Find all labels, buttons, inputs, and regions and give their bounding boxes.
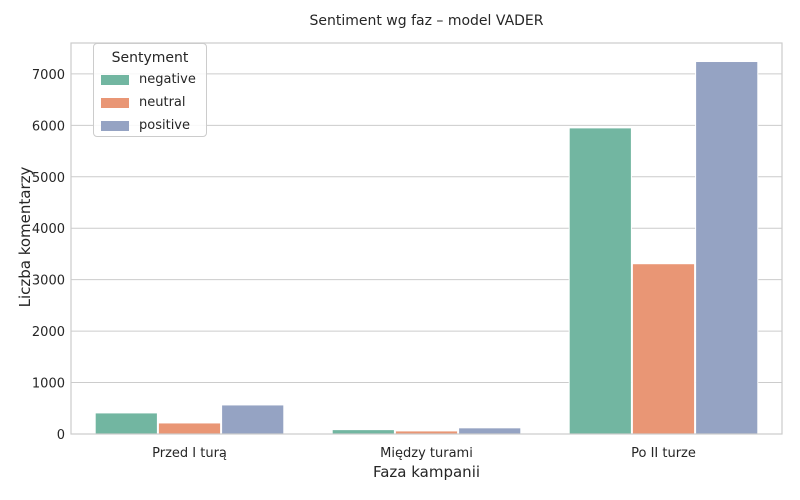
y-tick-label-1000: 1000 (32, 377, 65, 392)
legend-label-neutral: neutral (139, 95, 186, 110)
y-tick-label-7000: 7000 (32, 68, 65, 83)
x-tick-label-2: Po II turze (631, 446, 696, 461)
bar-positive-2 (695, 61, 759, 435)
legend-label-negative: negative (139, 72, 196, 87)
bar-positive-0 (221, 404, 285, 435)
legend-title: Sentyment (111, 50, 189, 66)
legend-swatch-neutral (101, 97, 129, 108)
legend-swatch-positive (101, 120, 129, 131)
legend-item-neutral: neutral (94, 91, 206, 114)
plot-frame (70, 42, 783, 435)
legend-item-positive: positive (94, 114, 206, 137)
bar-neutral-2 (631, 263, 696, 435)
x-tick-label-1: Między turami (380, 446, 473, 461)
y-tick-label-3000: 3000 (32, 274, 65, 289)
legend-item-negative: negative (94, 68, 206, 91)
bar-negative-1 (331, 429, 395, 435)
legend-label-positive: positive (139, 118, 190, 133)
y-tick-label-4000: 4000 (32, 222, 65, 237)
bar-negative-0 (94, 412, 158, 435)
chart-title: Sentiment wg faz – model VADER (309, 13, 544, 29)
legend-swatch-negative (101, 74, 129, 85)
bar-negative-2 (568, 127, 632, 435)
y-tick-label-2000: 2000 (32, 325, 65, 340)
y-tick-label-5000: 5000 (32, 171, 65, 186)
x-tick-label-0: Przed I turą (152, 446, 227, 461)
y-axis-label: Liczba komentarzy (16, 166, 34, 308)
legend: Sentyment negative neutral positive (93, 43, 207, 137)
x-axis-label: Faza kampanii (372, 463, 481, 481)
bar-neutral-0 (157, 422, 222, 435)
y-tick-label-0: 0 (57, 428, 65, 443)
bar-positive-1 (458, 427, 522, 435)
y-tick-label-6000: 6000 (32, 119, 65, 134)
